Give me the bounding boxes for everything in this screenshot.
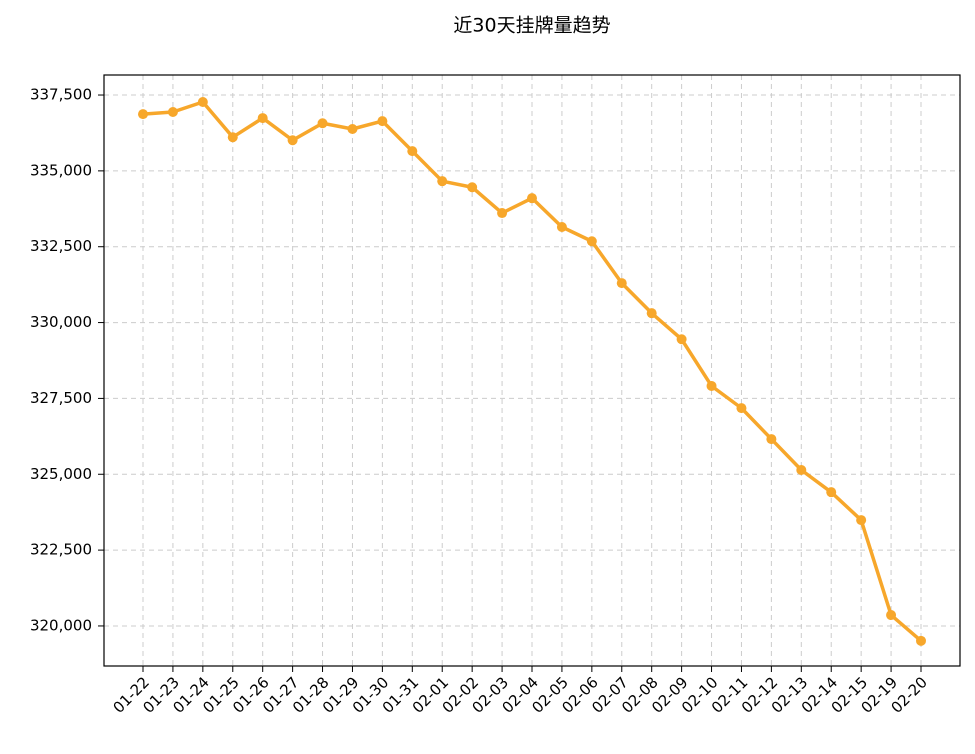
y-tick-label: 335,000 xyxy=(30,161,92,179)
point xyxy=(287,135,298,146)
point xyxy=(916,635,926,646)
chart-title: 近30天挂牌量趋势 xyxy=(453,15,610,37)
point xyxy=(796,465,807,476)
grid xyxy=(104,75,960,666)
point xyxy=(227,132,238,143)
point xyxy=(886,610,897,621)
point xyxy=(347,124,358,135)
point xyxy=(676,334,687,345)
point xyxy=(377,116,388,127)
point xyxy=(856,515,867,526)
point xyxy=(616,278,627,289)
point xyxy=(437,176,448,187)
point xyxy=(138,109,148,120)
point xyxy=(527,193,537,204)
line xyxy=(142,100,923,643)
y-tick-label: 327,500 xyxy=(30,389,92,407)
point xyxy=(407,146,418,157)
point xyxy=(826,487,837,498)
point xyxy=(317,118,328,129)
y-tick-label: 325,000 xyxy=(30,465,92,483)
point xyxy=(497,208,508,219)
point xyxy=(766,434,777,445)
y-tick-label: 332,500 xyxy=(30,237,92,255)
plot-frame xyxy=(103,74,961,667)
point xyxy=(467,182,478,193)
point xyxy=(257,113,268,124)
y-tick-label: 320,000 xyxy=(30,616,92,634)
point xyxy=(586,236,597,247)
point xyxy=(736,403,747,414)
point xyxy=(197,97,208,108)
y-tick-label: 337,500 xyxy=(30,86,92,104)
point xyxy=(167,107,178,118)
y-tick-label: 322,500 xyxy=(30,541,92,559)
point xyxy=(706,380,717,391)
point xyxy=(646,308,657,319)
y-tick-label: 330,000 xyxy=(30,313,92,331)
point xyxy=(556,221,567,232)
